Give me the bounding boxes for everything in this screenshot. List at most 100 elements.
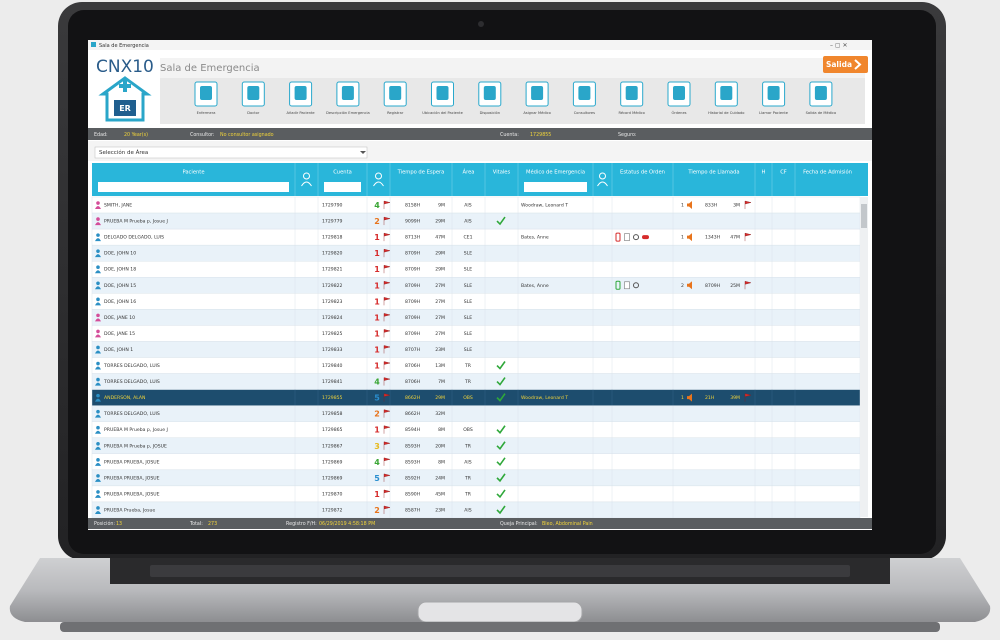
row-background[interactable] — [91, 244, 861, 262]
row-background[interactable] — [91, 421, 861, 438]
area-selector[interactable] — [94, 146, 368, 159]
column-header[interactable]: Tiempo de Llamada — [687, 170, 739, 176]
column-filter[interactable] — [324, 182, 361, 192]
toolbar-glyph[interactable] — [247, 86, 260, 100]
toolbar-glyph[interactable] — [483, 86, 496, 100]
patient-name[interactable]: DOE, JOHN 16 — [104, 299, 136, 305]
row-background[interactable] — [91, 437, 861, 454]
toolbar-glyph[interactable] — [767, 86, 780, 100]
row-background[interactable] — [91, 341, 861, 358]
patient-name[interactable]: DELGADO DELGADO, LUIS — [104, 235, 164, 241]
row-background[interactable] — [91, 309, 861, 326]
patient-name[interactable]: DOE, JOHN 15 — [104, 283, 136, 289]
patient-name[interactable]: SMITH, JANE — [104, 203, 132, 209]
scrollbar[interactable] — [860, 197, 868, 517]
patient-name[interactable]: DOE, JOHN 1 — [104, 347, 133, 353]
table-row[interactable]: SMITH, JANE 1729790 4 8158H 9M AIS Woodraw, Le… — [91, 196, 861, 214]
toolbar-label[interactable]: Ubicación del Paciente — [422, 111, 463, 115]
window-controls[interactable]: – ▢ ✕ — [830, 42, 848, 49]
patient-name[interactable]: TORRES DELGADO, LUIS — [103, 363, 160, 369]
column-header[interactable]: Vitales — [493, 170, 511, 176]
table-row[interactable]: TORRES DELGADO, LUIS 1729858 2 8662H 32M — [91, 405, 861, 422]
toolbar-glyph[interactable] — [673, 86, 685, 100]
patient-name[interactable]: PRUEBA PRUEBA, JOSUE — [104, 491, 160, 497]
column-header[interactable]: CF — [780, 170, 787, 176]
patient-name[interactable]: TORRES DELGADO, LUIS — [103, 411, 160, 417]
row-background[interactable] — [91, 293, 861, 310]
patient-name[interactable]: PRUEBA M Prueba p, JOSUE — [104, 443, 167, 449]
table-row[interactable]: PRUEBA M Prueba p, Josue J 1729865 1 8594H 8… — [91, 421, 861, 438]
table-row[interactable]: DOE, JOHN 15 1729822 1 8709H 27M SLE Bates, An… — [91, 277, 861, 294]
toolbar-glyph[interactable] — [814, 86, 827, 100]
patient-name[interactable]: TORRES DELGADO, LUIS — [103, 379, 160, 385]
toolbar-label[interactable]: Descripción Emergencia — [326, 111, 370, 115]
column-filter[interactable] — [524, 182, 587, 192]
patient-name[interactable]: ANDERSON, ALAN — [104, 395, 146, 401]
patient-name[interactable]: PRUEBA PRUEBA, JOSUE — [104, 475, 160, 481]
column-header[interactable]: Estatus de Orden — [620, 170, 665, 176]
column-header[interactable]: Cuenta — [333, 170, 352, 176]
area-selector-label[interactable]: Selección de Área — [99, 149, 148, 156]
patient-name[interactable]: DOE, JOHN 18 — [104, 267, 136, 273]
patient-name[interactable]: PRUEBA M Prueba p, Josue J — [104, 219, 168, 225]
patient-name[interactable]: PRUEBA M Prueba p, Josue J — [104, 427, 168, 433]
toolbar-label[interactable]: Disposición — [480, 111, 500, 115]
column-header[interactable]: H — [762, 170, 766, 176]
toolbar-label[interactable]: Llamar Paciente — [759, 111, 789, 115]
toolbar-label[interactable]: Asignar Médico — [523, 111, 550, 115]
toolbar-label[interactable]: Salida de Médico — [806, 111, 837, 115]
toolbar-label[interactable]: Añadir Paciente — [287, 111, 316, 115]
toolbar-label[interactable]: Enfermera — [197, 111, 216, 115]
row-background[interactable] — [91, 373, 861, 390]
row-background[interactable] — [91, 212, 861, 230]
toolbar-glyph[interactable] — [200, 86, 212, 100]
column-header[interactable]: Área — [463, 169, 475, 176]
toolbar-glyph[interactable] — [625, 86, 638, 100]
table-row[interactable]: PRUEBA M Prueba p, Josue J 1729779 2 9099H 2… — [91, 212, 861, 230]
row-background[interactable] — [91, 325, 861, 342]
row-background[interactable] — [91, 485, 861, 503]
toolbar-glyph[interactable] — [578, 86, 591, 100]
toolbar-label[interactable]: Consultores — [574, 111, 595, 115]
column-header[interactable]: Tiempo de Espera — [397, 170, 445, 176]
table-row[interactable]: DELGADO DELGADO, LUIS 1729818 1 8713H 47M CE1… — [91, 228, 861, 246]
row-background[interactable] — [91, 357, 861, 374]
patient-name[interactable]: DOE, JANE 15 — [104, 331, 135, 337]
toolbar-label[interactable]: Historial de Cuidado — [708, 111, 744, 115]
patient-name[interactable]: PRUEBA PRUEBA, JOSUE — [104, 459, 160, 465]
toolbar-glyph[interactable] — [436, 86, 449, 100]
table-row[interactable]: DOE, JOHN 18 1729821 1 8709H 29M SLE — [91, 261, 861, 278]
table-row[interactable]: ANDERSON, ALAN 1729855 5 8662H 29M OBS Woodraw… — [91, 389, 861, 406]
column-header[interactable]: Fecha de Admisión — [803, 169, 852, 176]
table-row[interactable]: PRUEBA Prueba, Josue 1729872 2 8587H 23M AIS — [91, 501, 861, 519]
toolbar-label[interactable]: Récord Médico — [619, 111, 645, 115]
column-filter[interactable] — [98, 182, 289, 192]
toolbar-glyph[interactable] — [341, 86, 354, 100]
row-background[interactable] — [91, 453, 861, 471]
scroll-thumb[interactable] — [861, 204, 867, 228]
toolbar-label[interactable]: Doctor — [247, 111, 260, 115]
patient-name[interactable]: PRUEBA Prueba, Josue — [104, 507, 155, 513]
table-row[interactable]: TORRES DELGADO, LUIS 1729841 4 8706H 7M TR — [91, 373, 861, 390]
exit-label[interactable]: Salida — [826, 60, 852, 69]
table-row[interactable]: DOE, JANE 15 1729825 1 8709H 27M SLE — [91, 325, 861, 342]
table-row[interactable]: DOE, JANE 10 1729824 1 8709H 27M SLE — [91, 309, 861, 326]
toolbar-glyph[interactable] — [720, 86, 733, 100]
column-header[interactable]: Médico de Emergencia — [526, 169, 585, 176]
row-background[interactable] — [91, 501, 861, 519]
table-row[interactable]: DOE, JOHN 16 1729823 1 8709H 27M SLE — [91, 293, 861, 310]
column-header[interactable]: Paciente — [182, 170, 204, 176]
row-background[interactable] — [91, 469, 861, 487]
table-row[interactable]: DOE, JOHN 1 1729833 1 8707H 23M SLE — [91, 341, 861, 358]
table-row[interactable]: PRUEBA M Prueba p, JOSUE 1729867 3 8593H 20M… — [91, 437, 861, 454]
toolbar-label[interactable]: Órdenes — [671, 110, 686, 115]
table-row[interactable]: PRUEBA PRUEBA, JOSUE 1729870 1 8590H 45M TR — [91, 485, 861, 503]
patient-name[interactable]: DOE, JOHN 10 — [104, 251, 136, 257]
patient-name[interactable]: DOE, JANE 10 — [104, 315, 135, 321]
toolbar-glyph[interactable] — [389, 86, 402, 100]
table-row[interactable]: TORRES DELGADO, LUIS 1729840 1 8706H 13M TR — [91, 357, 861, 374]
table-row[interactable]: PRUEBA PRUEBA, JOSUE 1729869 4 8593H 8M AIS — [91, 453, 861, 471]
row-background[interactable] — [91, 405, 861, 422]
row-background[interactable] — [91, 261, 861, 278]
table-row[interactable]: PRUEBA PRUEBA, JOSUE 1729869 5 8592H 24M TR — [91, 469, 861, 487]
